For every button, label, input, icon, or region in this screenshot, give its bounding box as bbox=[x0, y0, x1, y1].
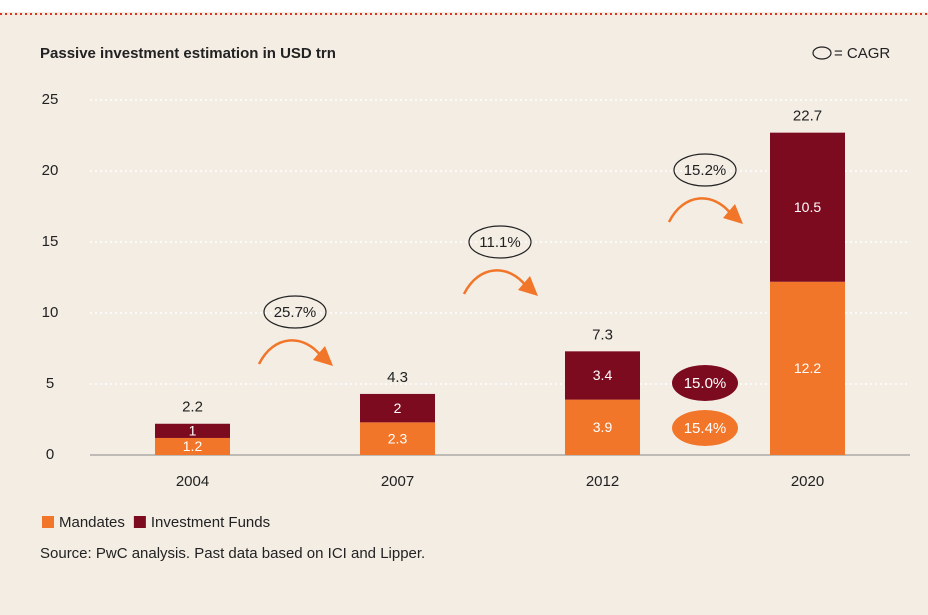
x-tick-label: 2020 bbox=[791, 473, 824, 490]
x-tick-label: 2007 bbox=[381, 473, 414, 490]
series-cagr-ellipse bbox=[672, 410, 738, 446]
cagr-arrowhead bbox=[518, 276, 538, 296]
bar-segment bbox=[565, 399, 640, 455]
header-strip bbox=[0, 0, 928, 12]
series-cagr-ellipse bbox=[672, 365, 738, 401]
bar-segment bbox=[155, 423, 230, 438]
y-tick-label: 15 bbox=[42, 233, 59, 250]
y-tick-label: 20 bbox=[42, 162, 59, 179]
cagr-arrowhead bbox=[723, 204, 743, 224]
y-tick-label: 5 bbox=[46, 375, 54, 392]
series-cagr-label: 15.0% bbox=[684, 375, 727, 392]
y-tick-label: 10 bbox=[42, 304, 59, 321]
y-tick-label: 25 bbox=[42, 91, 59, 108]
bar-segment bbox=[565, 351, 640, 400]
value-label: 1 bbox=[189, 423, 197, 439]
value-label: 2.3 bbox=[388, 430, 408, 446]
chart-title: Passive investment estimation in USD trn bbox=[40, 45, 336, 62]
cagr-ellipse bbox=[673, 153, 737, 187]
cagr-arrow bbox=[257, 339, 322, 365]
legend-label: Investment Funds bbox=[151, 514, 270, 531]
legend-swatch bbox=[42, 516, 54, 528]
cagr-legend-symbol bbox=[812, 46, 832, 60]
legend-swatch bbox=[133, 516, 146, 528]
cagr-label: 11.1% bbox=[479, 234, 520, 251]
value-label: 3.4 bbox=[593, 367, 613, 383]
value-label: 1.2 bbox=[183, 438, 203, 454]
total-label: 22.7 bbox=[793, 108, 822, 125]
total-label: 7.3 bbox=[592, 326, 613, 343]
total-label: 4.3 bbox=[387, 369, 408, 386]
y-tick-label: 0 bbox=[46, 446, 54, 463]
cagr-label: 25.7% bbox=[274, 304, 317, 321]
series-cagr-label: 15.4% bbox=[684, 420, 727, 437]
bar-segment bbox=[360, 393, 435, 423]
value-label: 12.2 bbox=[794, 360, 821, 376]
bar-segment bbox=[770, 132, 845, 282]
x-tick-label: 2004 bbox=[176, 473, 209, 490]
cagr-label: 15.2% bbox=[684, 162, 727, 179]
source: Source: PwC analysis. Past data based on… bbox=[40, 545, 425, 562]
value-label: 10.5 bbox=[794, 199, 821, 215]
cagr-ellipse bbox=[468, 225, 532, 259]
cagr-ellipse bbox=[263, 295, 327, 329]
x-tick-label: 2012 bbox=[586, 473, 619, 490]
cagr-legend: = CAGR bbox=[834, 45, 890, 62]
value-label: 2 bbox=[394, 400, 402, 416]
cagr-arrow bbox=[667, 197, 732, 223]
bar-segment bbox=[770, 281, 845, 455]
cagr-arrow bbox=[462, 269, 527, 295]
total-label: 2.2 bbox=[182, 399, 203, 416]
bar-segment bbox=[360, 422, 435, 455]
cagr-arrowhead bbox=[313, 346, 333, 366]
value-label: 3.9 bbox=[593, 419, 613, 435]
bar-segment bbox=[155, 437, 230, 455]
legend-label: Mandates bbox=[59, 514, 125, 531]
